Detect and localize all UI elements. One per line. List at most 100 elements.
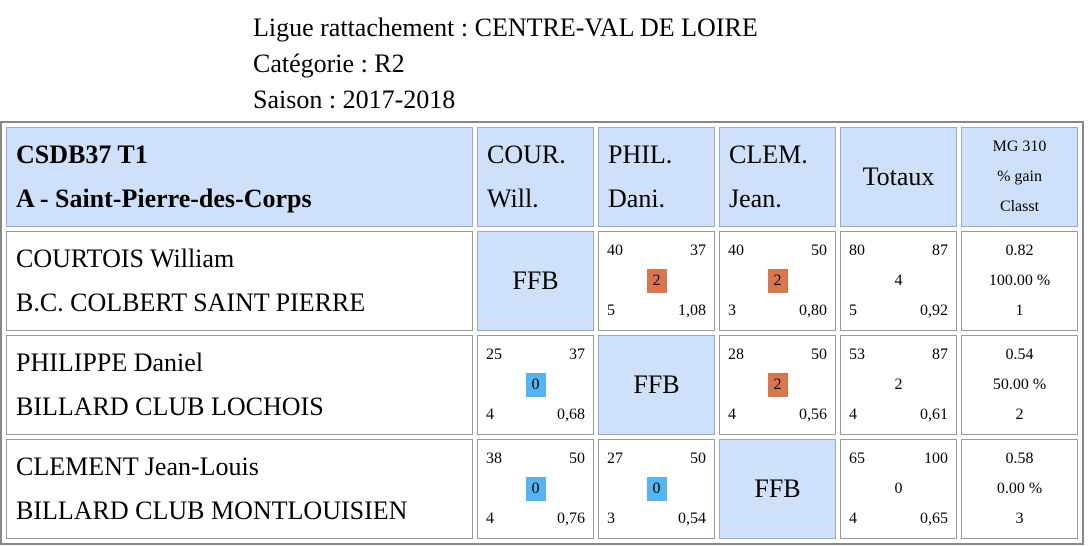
stat-cell: 0.82 100.00 % 1 [961,231,1078,331]
total-result: 4 [894,272,903,289]
totaux-header: Totaux [840,127,957,227]
total-result: 2 [894,376,903,393]
result-badge: 0 [525,477,546,501]
team-name: A - Saint-Pierre-des-Corps [16,184,312,213]
col-header-line2: Dani. [608,184,666,213]
table-row: CLEMENT Jean-Louis BILLARD CLUB MONTLOUI… [6,439,1078,539]
result-badge: 0 [646,477,667,501]
total-result: 0 [894,480,903,497]
average: 0,56 [799,406,827,423]
average: 0,65 [920,510,948,527]
mg-header: MG 310 % gain Classt [961,127,1078,227]
player-name: COURTOIS William [16,244,235,273]
classt-header-line: Classt [999,198,1040,215]
points: 25 [486,346,502,363]
ffb-cell: FFB [598,335,715,435]
gain-value: 0.00 % [996,480,1043,497]
target: 37 [690,242,706,259]
col-header-line2: Will. [487,184,539,213]
result-badge: 0 [525,373,546,397]
player-name: CLEMENT Jean-Louis [16,452,259,481]
player-cell: CLEMENT Jean-Louis BILLARD CLUB MONTLOUI… [6,439,473,539]
average: 0,80 [799,302,827,319]
col-header-line2: Jean. [729,184,782,213]
table-row: PHILIPPE Daniel BILLARD CLUB LOCHOIS 25 … [6,335,1078,435]
innings: 4 [849,406,857,423]
match-cell: 27 50 0 3 0,54 [598,439,715,539]
result-badge: 2 [767,269,788,293]
target: 50 [690,450,706,467]
stat-cell: 0.54 50.00 % 2 [961,335,1078,435]
col-header-line1: CLEM. [729,140,808,169]
points: 38 [486,450,502,467]
target: 87 [932,242,948,259]
player-club: B.C. COLBERT SAINT PIERRE [16,288,366,317]
total-cell: 65 100 0 4 0,65 [840,439,957,539]
rank-value: 3 [1015,510,1024,527]
innings: 4 [486,510,494,527]
average: 1,08 [678,302,706,319]
stat-cell: 0.58 0.00 % 3 [961,439,1078,539]
table-row: COURTOIS William B.C. COLBERT SAINT PIER… [6,231,1078,331]
average: 0,92 [920,302,948,319]
points: 28 [728,346,744,363]
rank-value: 2 [1015,406,1024,423]
result-badge: 2 [767,373,788,397]
target: 50 [811,242,827,259]
points: 27 [607,450,623,467]
mg-value: 0.54 [1005,346,1034,363]
total-cell: 53 87 2 4 0,61 [840,335,957,435]
mg-header-line: MG 310 [992,138,1047,155]
innings: 5 [607,302,615,319]
innings: 4 [486,406,494,423]
innings: 3 [607,510,615,527]
mg-value: 0.58 [1005,450,1034,467]
ligue-line: Ligue rattachement : CENTRE-VAL DE LOIRE [253,13,758,42]
match-cell: 28 50 2 4 0,56 [719,335,836,435]
gain-header-line: % gain [997,168,1042,185]
points: 80 [849,242,865,259]
match-cell: 40 37 2 5 1,08 [598,231,715,331]
gain-value: 100.00 % [988,272,1051,289]
gain-value: 50.00 % [992,376,1047,393]
match-cell: 38 50 0 4 0,76 [477,439,594,539]
points: 65 [849,450,865,467]
team-code: CSDB37 T1 [16,140,148,169]
innings: 4 [849,510,857,527]
player-cell: PHILIPPE Daniel BILLARD CLUB LOCHOIS [6,335,473,435]
average: 0,54 [678,510,706,527]
target: 50 [569,450,585,467]
col-header-cour: COUR. Will. [477,127,594,227]
points: 53 [849,346,865,363]
team-header-cell: CSDB37 T1 A - Saint-Pierre-des-Corps [6,127,473,227]
innings: 4 [728,406,736,423]
col-header-line1: PHIL. [608,140,673,169]
match-cell: 40 50 2 3 0,80 [719,231,836,331]
match-cell: 25 37 0 4 0,68 [477,335,594,435]
ffb-cell: FFB [477,231,594,331]
results-table: CSDB37 T1 A - Saint-Pierre-des-Corps COU… [0,121,1084,545]
average: 0,68 [557,406,585,423]
categorie-line: Catégorie : R2 [253,49,405,78]
player-name: PHILIPPE Daniel [16,348,204,377]
header-row: CSDB37 T1 A - Saint-Pierre-des-Corps COU… [6,127,1078,227]
innings: 5 [849,302,857,319]
average: 0,61 [920,406,948,423]
average: 0,76 [557,510,585,527]
total-cell: 80 87 4 5 0,92 [840,231,957,331]
col-header-clem: CLEM. Jean. [719,127,836,227]
player-cell: COURTOIS William B.C. COLBERT SAINT PIER… [6,231,473,331]
saison-line: Saison : 2017-2018 [253,85,456,114]
target: 37 [569,346,585,363]
player-club: BILLARD CLUB MONTLOUISIEN [16,496,408,525]
player-club: BILLARD CLUB LOCHOIS [16,392,324,421]
target: 100 [924,450,948,467]
col-header-phil: PHIL. Dani. [598,127,715,227]
target: 50 [811,346,827,363]
innings: 3 [728,302,736,319]
mg-value: 0.82 [1005,242,1034,259]
col-header-line1: COUR. [487,140,566,169]
result-badge: 2 [646,269,667,293]
ffb-cell: FFB [719,439,836,539]
rank-value: 1 [1015,302,1024,319]
